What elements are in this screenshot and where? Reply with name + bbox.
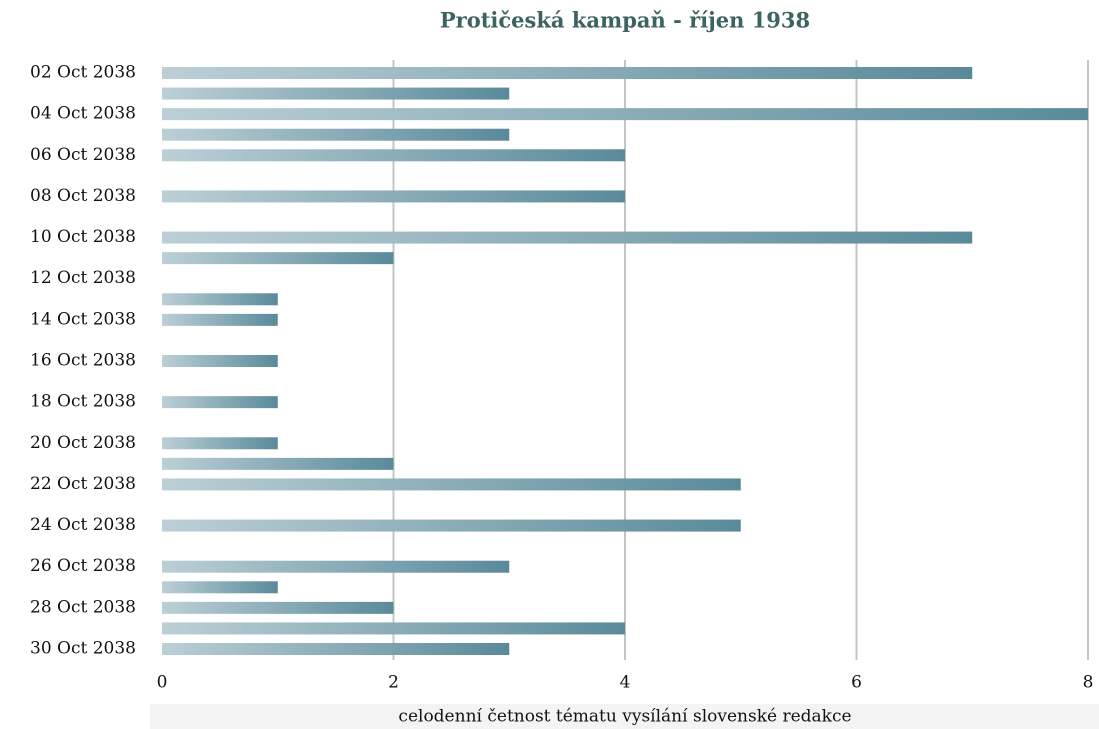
y-tick-label: 22 Oct 2038	[30, 474, 136, 494]
bar	[162, 108, 1088, 121]
y-tick-label: 02 Oct 2038	[30, 63, 136, 83]
x-tick-label: 6	[851, 673, 862, 693]
bar	[162, 478, 741, 491]
bar	[162, 293, 278, 306]
y-tick-label: 20 Oct 2038	[30, 433, 136, 453]
bar	[162, 87, 510, 100]
bar	[162, 457, 394, 470]
y-tick-label: 26 Oct 2038	[30, 556, 136, 576]
bar	[162, 355, 278, 367]
bar	[162, 437, 278, 450]
chart-title: Protičeská kampaň - říjen 1938	[440, 8, 810, 33]
bar	[162, 560, 510, 573]
x-tick-label: 0	[157, 673, 168, 693]
x-tick-label: 2	[388, 673, 399, 693]
y-tick-label: 28 Oct 2038	[30, 597, 136, 617]
bar	[162, 231, 973, 244]
x-axis-label: celodenní četnost tématu vysílání sloven…	[398, 707, 851, 727]
bar	[162, 190, 625, 203]
y-tick-label: 08 Oct 2038	[30, 186, 136, 206]
y-tick-label: 18 Oct 2038	[30, 392, 136, 412]
y-tick-label: 10 Oct 2038	[30, 227, 136, 247]
y-tick-label: 24 Oct 2038	[30, 515, 136, 535]
x-tick-label: 8	[1083, 673, 1094, 693]
bar	[162, 519, 741, 532]
y-tick-label: 30 Oct 2038	[30, 639, 136, 659]
x-tick-label: 4	[620, 673, 631, 693]
bar	[162, 396, 278, 409]
bar	[162, 252, 394, 265]
xlabel-band	[150, 704, 1099, 729]
bar	[162, 581, 278, 594]
bar	[162, 67, 973, 79]
bar	[162, 622, 625, 635]
y-tick-label: 14 Oct 2038	[30, 309, 136, 329]
bar	[162, 313, 278, 326]
y-tick-label: 06 Oct 2038	[30, 145, 136, 165]
bar	[162, 149, 625, 162]
bar	[162, 128, 510, 141]
bar	[162, 601, 394, 614]
bar	[162, 643, 510, 655]
y-tick-label: 12 Oct 2038	[30, 268, 136, 288]
y-tick-label: 04 Oct 2038	[30, 104, 136, 124]
y-tick-label: 16 Oct 2038	[30, 351, 136, 371]
